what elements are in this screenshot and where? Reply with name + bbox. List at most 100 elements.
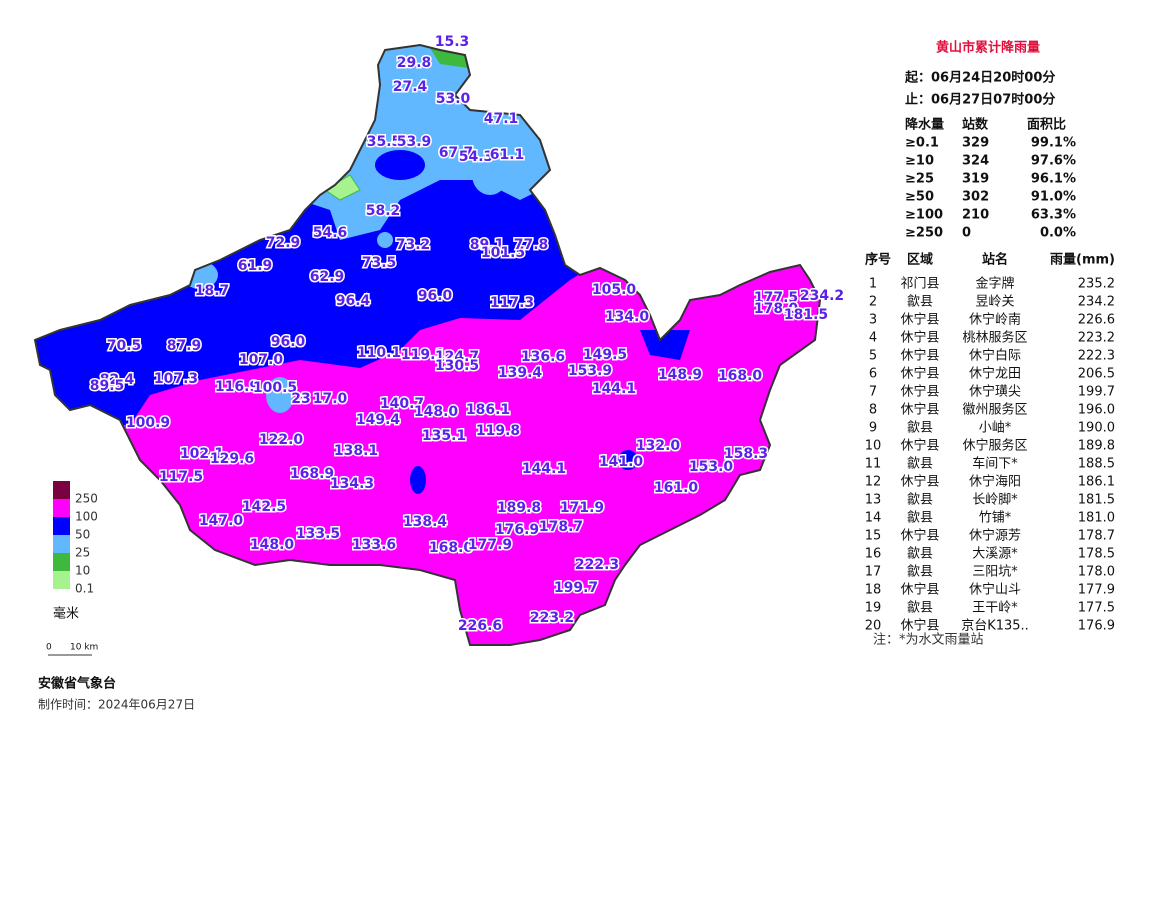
ranking-cell: 176.9 bbox=[1078, 619, 1115, 634]
ranking-cell: 休宁县 bbox=[900, 312, 939, 328]
station-value: 77.8 bbox=[514, 237, 549, 253]
ranking-cell: 3 bbox=[869, 313, 877, 328]
station-value: 62.9 bbox=[310, 269, 345, 285]
ranking-cell: 196.0 bbox=[1078, 403, 1115, 418]
ranking-cell: 223.2 bbox=[1078, 331, 1115, 346]
legend-label: 250 bbox=[75, 492, 98, 506]
station-value: 53.9 bbox=[397, 134, 432, 150]
station-value: 72.9 bbox=[266, 235, 301, 251]
ranking-cell: 休宁县 bbox=[900, 438, 939, 454]
ranking-cell: 199.7 bbox=[1078, 385, 1115, 400]
rain-area-25 bbox=[472, 155, 508, 195]
ranking-cell: 190.0 bbox=[1078, 421, 1115, 436]
ranking-cell: 12 bbox=[865, 475, 882, 490]
stats-cell: 99.1% bbox=[1031, 136, 1076, 151]
ranking-cell: 178.0 bbox=[1078, 565, 1115, 580]
ranking-cell: 竹铺* bbox=[979, 511, 1012, 526]
station-value: 133.6 bbox=[352, 537, 396, 553]
ranking-cell: 222.3 bbox=[1078, 349, 1115, 364]
station-value: 54.6 bbox=[313, 225, 348, 241]
station-value: 130.5 bbox=[435, 358, 479, 374]
ranking-header: 雨量(mm) bbox=[1050, 253, 1115, 268]
ranking-cell: 18 bbox=[865, 583, 882, 598]
ranking-cell: 8 bbox=[869, 403, 877, 418]
stats-cell: ≥50 bbox=[905, 190, 934, 205]
station-value: 89.1 bbox=[470, 237, 505, 253]
ranking-cell: 206.5 bbox=[1078, 367, 1115, 382]
legend-label: 100 bbox=[75, 510, 98, 524]
station-value: 35.5 bbox=[367, 134, 402, 150]
ranking-cell: 小岫* bbox=[979, 421, 1012, 436]
ranking-header: 站名 bbox=[982, 252, 1008, 268]
ranking-cell: 235.2 bbox=[1078, 277, 1115, 292]
ranking-cell: 181.0 bbox=[1078, 511, 1115, 526]
ranking-cell: 177.9 bbox=[1078, 583, 1115, 598]
station-value: 147.0 bbox=[199, 513, 244, 529]
ranking-cell: 226.6 bbox=[1078, 313, 1115, 328]
station-value: 142.5 bbox=[242, 499, 286, 515]
station-value: 124.7 bbox=[435, 349, 479, 365]
station-value: 122.0 bbox=[259, 432, 304, 448]
ranking-cell: 休宁县 bbox=[900, 366, 939, 382]
org: 安徽省气象台 bbox=[38, 676, 116, 692]
ranking-cell: 休宁岭南 bbox=[969, 312, 1021, 328]
legend-label: 0.1 bbox=[75, 582, 94, 596]
ranking-cell: 休宁县 bbox=[900, 348, 939, 364]
ranking-cell: 14 bbox=[865, 511, 882, 526]
legend-swatch bbox=[53, 553, 70, 571]
station-value: 177.5 bbox=[754, 290, 798, 306]
station-value: 119.8 bbox=[476, 423, 520, 439]
panel: 黄山市累计降雨量 起：06月24日20时00分 止：06月27日07时00分 注… bbox=[865, 40, 1115, 648]
station-value: 101.5 bbox=[481, 245, 525, 261]
station-value: 132.0 bbox=[636, 438, 681, 454]
ranking-cell: 19 bbox=[865, 601, 882, 616]
ranking-cell: 休宁县 bbox=[900, 402, 939, 418]
legend-label: 50 bbox=[75, 528, 90, 542]
legend-swatch bbox=[53, 517, 70, 535]
station-value: 144.1 bbox=[522, 461, 566, 477]
station-value: 149.5 bbox=[583, 347, 627, 363]
map-labels: 15.329.8 27.4 53.0 47.1 35.553.9 67.754.361.1… bbox=[88, 33, 845, 636]
station-value: 140.7 bbox=[380, 396, 424, 412]
stats-cell: ≥10 bbox=[905, 154, 934, 169]
station-value: 107.3 bbox=[154, 371, 198, 387]
ranking-cell: 189.8 bbox=[1078, 439, 1115, 454]
station-value: 176.9 bbox=[495, 522, 539, 538]
ranking-cell: 15 bbox=[865, 529, 882, 544]
station-value: 117.3 bbox=[490, 295, 534, 311]
map: 15.329.8 27.4 53.0 47.1 35.553.9 67.754.361.1… bbox=[34, 33, 846, 646]
stats-cell: ≥25 bbox=[905, 172, 934, 187]
station-value: 96.4 bbox=[336, 293, 371, 309]
stats-cell: 91.0% bbox=[1031, 190, 1076, 205]
ranking-cell: 金字牌 bbox=[975, 276, 1014, 292]
rain-area-50 bbox=[375, 150, 425, 180]
stats-cell: 329 bbox=[962, 136, 989, 151]
station-value: 82.4 bbox=[100, 372, 135, 388]
station-value: 29.8 bbox=[397, 55, 432, 71]
station-value: 61.9 bbox=[238, 258, 273, 274]
ranking-cell: 休宁县 bbox=[900, 384, 939, 400]
station-value: 23 bbox=[291, 391, 310, 407]
ranking-cell: 休宁县 bbox=[900, 582, 939, 598]
ranking-cell: 188.5 bbox=[1078, 457, 1115, 472]
ranking-cell: 歙县 bbox=[907, 564, 933, 580]
station-value: 58.2 bbox=[366, 203, 401, 219]
ranking-cell: 17 bbox=[865, 565, 882, 580]
rain-area-25 bbox=[266, 377, 294, 413]
station-value: 102.1 bbox=[180, 446, 224, 462]
station-value: 73.2 bbox=[396, 237, 431, 253]
station-value: 223.2 bbox=[530, 610, 574, 626]
station-value: 96.0 bbox=[271, 334, 306, 350]
station-value: 61.1 bbox=[490, 147, 525, 163]
legend-swatch bbox=[53, 499, 70, 517]
station-value: 135.1 bbox=[422, 428, 466, 444]
ranking-cell: 177.5 bbox=[1078, 601, 1115, 616]
station-value: 136.6 bbox=[521, 349, 565, 365]
legend-label: 25 bbox=[75, 546, 90, 560]
stats-cell: 0 bbox=[962, 226, 971, 241]
ranking-cell: 长岭脚* bbox=[972, 492, 1018, 508]
station-value: 53.0 bbox=[436, 91, 471, 107]
station-value: 234.2 bbox=[800, 288, 844, 304]
station-value: 129.6 bbox=[210, 451, 254, 467]
ranking-cell: 歙县 bbox=[907, 546, 933, 562]
